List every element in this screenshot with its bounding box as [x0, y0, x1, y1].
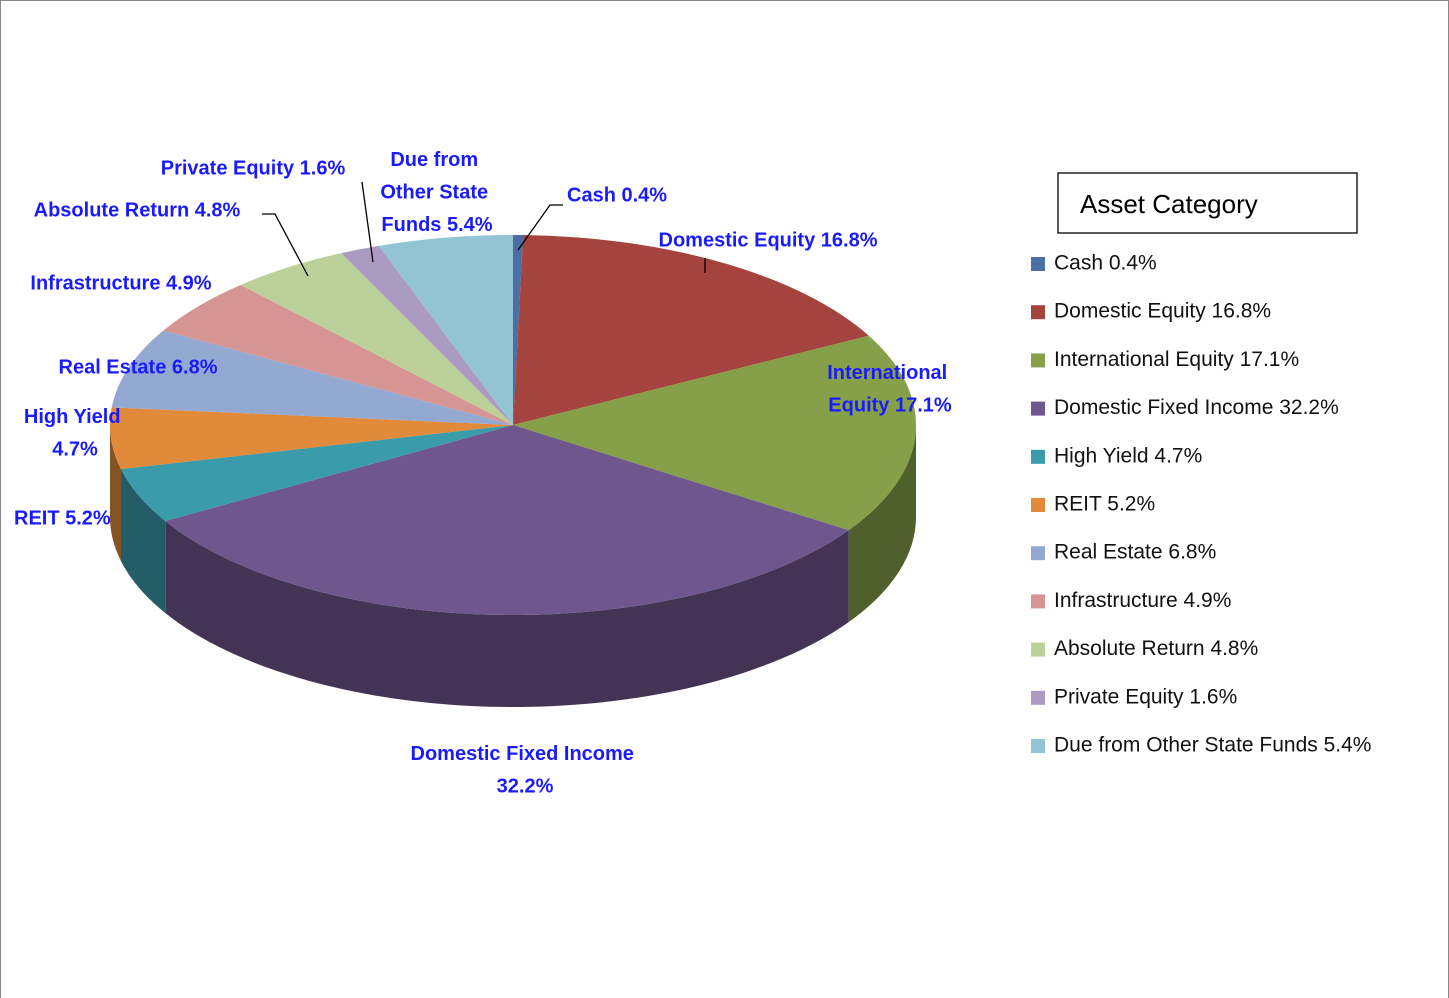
legend-label: Infrastructure 4.9%	[1054, 589, 1231, 612]
pie-slice	[111, 330, 513, 425]
data-label: International Equity 17.1%	[827, 362, 953, 417]
legend-swatch	[1031, 305, 1045, 320]
legend-label: Cash 0.4%	[1054, 252, 1157, 275]
pie-slice	[341, 245, 513, 425]
pie-slice	[513, 235, 869, 425]
legend-label: Domestic Fixed Income 32.2%	[1054, 396, 1339, 419]
legend-label: Domestic Equity 16.8%	[1054, 300, 1271, 323]
data-label: High Yield 4.7%	[24, 406, 126, 461]
pie-slice	[163, 284, 514, 425]
pie-slice	[121, 425, 514, 522]
pie-slice	[378, 235, 513, 425]
legend-swatch	[1031, 546, 1045, 561]
legend-label: Due from Other State Funds 5.4%	[1054, 734, 1371, 757]
pie-sides	[110, 425, 916, 707]
data-label: REIT 5.2%	[14, 507, 111, 529]
legend-label: International Equity 17.1%	[1054, 348, 1299, 371]
legend-swatch	[1031, 449, 1045, 464]
pie-slice	[109, 407, 513, 470]
legend-label: Absolute Return 4.8%	[1054, 637, 1258, 660]
data-label: Real Estate 6.8%	[59, 356, 218, 378]
legend-swatch	[1031, 642, 1045, 657]
data-label: Private Equity 1.6%	[161, 157, 346, 179]
legend: Cash 0.4% Domestic Equity 16.8% Internatio…	[1031, 252, 1371, 757]
legend-swatch	[1031, 353, 1045, 368]
data-label: Due from Other State Funds 5.4%	[380, 149, 493, 236]
data-label: Absolute Return 4.8%	[34, 199, 241, 221]
legend-swatch	[1031, 690, 1045, 705]
legend-swatch	[1031, 498, 1045, 512]
data-labels: Cash 0.4% Domestic Equity 16.8% Internatio…	[14, 149, 953, 798]
legend-label: High Yield 4.7%	[1054, 444, 1202, 467]
pie-side	[165, 521, 849, 707]
data-label: Domestic Fixed Income 32.2%	[411, 743, 640, 798]
pie-tops	[109, 235, 917, 615]
leader-line	[262, 213, 309, 277]
legend-swatch	[1031, 257, 1045, 271]
leader-line	[361, 181, 374, 263]
leader-line	[517, 204, 563, 251]
legend-label: Real Estate 6.8%	[1054, 541, 1216, 564]
pie-slice	[513, 335, 917, 531]
legend-title: Asset Category	[1080, 189, 1258, 219]
legend-label: REIT 5.2%	[1054, 493, 1155, 516]
legend-swatch	[1031, 401, 1045, 416]
data-label: Domestic Equity 16.8%	[659, 229, 878, 251]
legend-label: Private Equity 1.6%	[1054, 685, 1237, 708]
legend-swatch	[1031, 739, 1045, 753]
pie-slice	[240, 253, 514, 425]
pie-slice	[513, 235, 524, 425]
data-label: Infrastructure 4.9%	[30, 272, 211, 294]
pie-side	[110, 425, 122, 562]
legend-swatch	[1031, 594, 1045, 609]
pie-side	[121, 469, 166, 614]
pie-side	[848, 425, 916, 623]
data-label: Cash 0.4%	[567, 184, 667, 206]
pie-slice	[165, 425, 849, 615]
legend-title-box	[1057, 172, 1358, 234]
